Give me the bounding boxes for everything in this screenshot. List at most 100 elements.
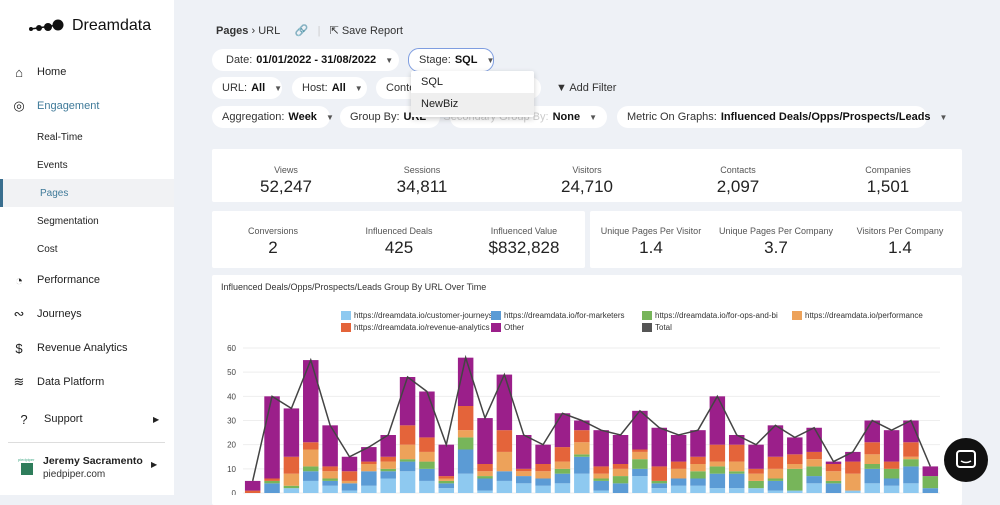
sidebar-item-label: Data Platform [37, 376, 105, 388]
chevron-down-icon: ▼ [274, 83, 283, 93]
sidebar-item-support[interactable]: ? Support ▶ [0, 405, 174, 433]
sidebar-item-label: Cost [37, 243, 58, 255]
date-filter[interactable]: Date: 01/01/2022 - 31/08/2022 ▼ [212, 49, 399, 71]
stat-visitors-per-company: Visitors Per Company 1.4 [840, 226, 960, 258]
stage-filter[interactable]: Stage: SQL ▼ [408, 48, 494, 72]
dreamdata-logo-icon [29, 19, 64, 31]
deal-stats-card: Conversions 2 Influenced Deals 425 Influence… [212, 211, 585, 268]
sidebar-item-segmentation[interactable]: Segmentation [0, 207, 174, 235]
chat-button[interactable] [944, 438, 988, 482]
sidebar-item-label: Home [37, 66, 67, 78]
aggregation-select[interactable]: Aggregation: Week ▼ [212, 106, 334, 128]
sidebar-item-label: Events [37, 159, 68, 171]
sidebar-item-revenue-analytics[interactable]: $ Revenue Analytics [0, 334, 174, 362]
link-icon[interactable]: 🔗 [294, 25, 309, 37]
metric-select[interactable]: Metric On Graphs: Influenced Deals/Opps/P… [617, 106, 947, 128]
stat-sessions: Sessions 34,811 [362, 165, 482, 197]
stat-value: 2 [268, 238, 278, 257]
company-logo: piedpiper [18, 457, 36, 477]
stat-conversions: Conversions 2 [213, 226, 333, 258]
stage-option-newbiz[interactable]: NewBiz [411, 93, 534, 115]
stat-label: Influenced Deals [365, 226, 433, 236]
url-filter[interactable]: URL: All ▼ [212, 77, 282, 99]
stat-value: 3.7 [764, 238, 788, 257]
breadcrumb-parent[interactable]: Pages [216, 25, 249, 37]
stat-label: Visitors [572, 165, 602, 175]
revenue-icon: $ [15, 340, 23, 356]
stat-value: 24,710 [561, 177, 613, 196]
sidebar-item-engagement[interactable]: ◎ Engagement [0, 92, 174, 120]
sidebar-item-label: Performance [37, 274, 100, 286]
chevron-down-icon: ▼ [589, 112, 597, 122]
sidebar-item-label: Revenue Analytics [37, 342, 128, 354]
sidebar-item-home[interactable]: ⌂ Home [0, 58, 174, 86]
sidebar-item-label: Segmentation [37, 215, 99, 227]
home-icon: ⌂ [15, 64, 23, 80]
sidebar-item-cost[interactable]: Cost [0, 235, 174, 263]
legend-item[interactable]: https://dreamdata.io/performance [792, 311, 923, 320]
stat-value: 2,097 [716, 177, 760, 196]
stat-unique-pages-per-company: Unique Pages Per Company 3.7 [716, 226, 836, 258]
stat-visitors: Visitors 24,710 [527, 165, 647, 197]
legend-item[interactable]: https://dreamdata.io/customer-journeys [341, 311, 493, 320]
stat-label: Companies [865, 165, 911, 175]
stat-value: $832,828 [488, 238, 560, 257]
breadcrumb-current: URL [258, 25, 280, 37]
chevron-down-icon: ▼ [486, 55, 495, 65]
sidebar-item-label: Support [44, 413, 83, 425]
filter-icon: ▼ [556, 82, 567, 94]
stat-label: Conversions [247, 226, 299, 236]
add-filter-button[interactable]: ▼ Add Filter [556, 82, 617, 94]
stat-unique-pages-per-visitor: Unique Pages Per Visitor 1.4 [591, 226, 711, 258]
brand-name: Dreamdata [72, 17, 152, 34]
page-ratio-stats-card: Unique Pages Per Visitor 1.4 Unique Pages … [590, 211, 962, 268]
host-filter[interactable]: Host: All ▼ [292, 77, 367, 99]
traffic-stats-card: Views 52,247 Sessions 34,811 Visitors 24,710 C… [212, 149, 962, 202]
stage-option-sql[interactable]: SQL [421, 76, 444, 88]
stat-value: 1.4 [639, 238, 663, 257]
stat-value: 1,501 [866, 177, 910, 196]
user-company: piedpiper.com [43, 469, 106, 480]
sidebar-divider [8, 442, 165, 443]
sidebar-item-pages[interactable]: Pages [0, 179, 174, 207]
legend-item[interactable]: https://dreamdata.io/revenue-analytics [341, 323, 490, 332]
stat-label: Contacts [720, 165, 756, 175]
sidebar-item-performance[interactable]: ◔ Performance [0, 266, 174, 294]
export-icon: ⇱ [329, 25, 339, 37]
save-report-button[interactable]: ⇱ Save Report [329, 25, 403, 37]
stage-dropdown-menu: SQL NewBiz [411, 71, 534, 117]
stat-contacts: Contacts 2,097 [678, 165, 798, 197]
stat-companies: Companies 1,501 [828, 165, 948, 197]
sidebar-item-label: Real-Time [37, 131, 83, 143]
legend-item[interactable]: https://dreamdata.io/for-ops-and-bi [642, 311, 778, 320]
stat-label: Visitors Per Company [856, 226, 944, 236]
legend-item[interactable]: Other [491, 323, 524, 332]
breadcrumb: Pages › URL 🔗 | ⇱ Save Report [216, 25, 403, 37]
expand-arrow-icon: ▶ [153, 414, 160, 424]
chart-panel: Influenced Deals/Opps/Prospects/Leads Gr… [212, 275, 962, 505]
stat-influenced-deals: Influenced Deals 425 [339, 226, 459, 258]
stat-influenced-value: Influenced Value $832,828 [464, 226, 584, 258]
sidebar-item-journeys[interactable]: ∾ Journeys [0, 300, 174, 328]
chevron-down-icon: ▼ [354, 83, 363, 93]
stat-label: Views [274, 165, 298, 175]
stat-label: Unique Pages Per Company [718, 226, 834, 236]
sidebar-item-events[interactable]: Events [0, 151, 174, 179]
chat-icon [956, 450, 976, 468]
stat-value: 34,811 [396, 177, 448, 196]
legend-item[interactable]: https://dreamdata.io/for-marketers [491, 311, 625, 320]
stat-value: 52,247 [260, 177, 312, 196]
sidebar-item-data-platform[interactable]: ≋ Data Platform [0, 368, 174, 396]
user-account-menu[interactable]: piedpiper Jeremy Sacramento piedpiper.co… [18, 453, 168, 483]
stat-label: Sessions [403, 165, 441, 175]
stat-views: Views 52,247 [226, 165, 346, 197]
chevron-down-icon: ▼ [939, 112, 948, 122]
legend-item-total[interactable]: Total [642, 323, 672, 332]
sidebar-item-label: Journeys [37, 308, 82, 320]
brand-logo[interactable]: Dreamdata [28, 17, 151, 35]
stat-label: Influenced Value [490, 226, 558, 236]
gauge-icon: ◔ [15, 272, 23, 288]
sidebar-item-real-time[interactable]: Real-Time [0, 123, 174, 151]
expand-arrow-icon: ▶ [151, 460, 158, 469]
help-icon: ? [20, 411, 28, 427]
